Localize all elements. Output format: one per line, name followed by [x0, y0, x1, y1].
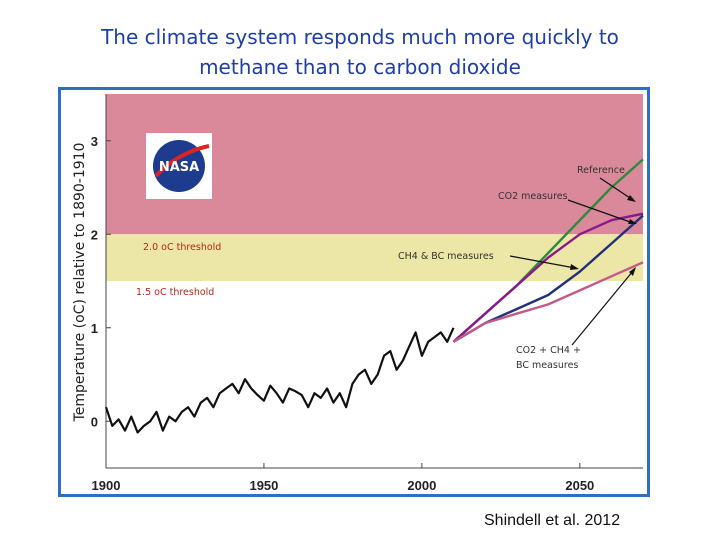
threshold-label-1-5: 1.5 oC threshold [136, 287, 214, 298]
arrow-combined [571, 270, 634, 346]
series-line-4 [452, 261, 644, 343]
arrow-heads [570, 195, 637, 276]
x-tick-label: 2000 [407, 478, 436, 493]
arrow-co2 [567, 199, 634, 224]
x-tick-label: 1900 [92, 478, 121, 493]
arrow-head-reference [627, 195, 636, 202]
annotation-combined-line-2: BC measures [516, 360, 578, 371]
arrow-ch4-bc [509, 255, 576, 269]
arrow-head-co2 [628, 219, 637, 224]
slide-title-line-1: The climate system responds much more qu… [101, 25, 619, 49]
citation: Shindell et al. 2012 [484, 512, 621, 529]
y-tick-label: 0 [91, 414, 98, 429]
y-tick-label: 2 [91, 227, 98, 242]
arrow-reference [599, 177, 634, 201]
annotation-combined-line-1: CO2 + CH4 + [516, 345, 581, 356]
y-tick-label: 3 [91, 134, 98, 149]
arrow-head-ch4-bc [570, 264, 579, 270]
arrow-head-combined [629, 267, 636, 276]
annotation-ch4-bc-measures: CH4 & BC measures [398, 251, 494, 262]
slide-title-line-2: methane than to carbon dioxide [199, 55, 521, 79]
slide-title: The climate system responds much more qu… [40, 22, 680, 82]
y-axis-label: Temperature (oC) relative to 1890-1910 [72, 143, 88, 423]
annotation-arrows [509, 177, 634, 346]
threshold-label-2-0: 2.0 oC threshold [143, 242, 221, 253]
x-tick-label: 1950 [249, 478, 278, 493]
x-tick-label: 2050 [565, 478, 594, 493]
series-line-2 [452, 212, 644, 343]
nasa-logo-text: NASA [159, 160, 199, 175]
band-1 [106, 234, 643, 281]
annotation-co2-measures: CO2 measures [498, 191, 568, 202]
y-tick-label: 1 [91, 321, 98, 336]
annotation-reference: Reference [577, 165, 625, 176]
series-observed-line [104, 327, 455, 434]
nasa-logo-icon: NASA [146, 133, 212, 199]
